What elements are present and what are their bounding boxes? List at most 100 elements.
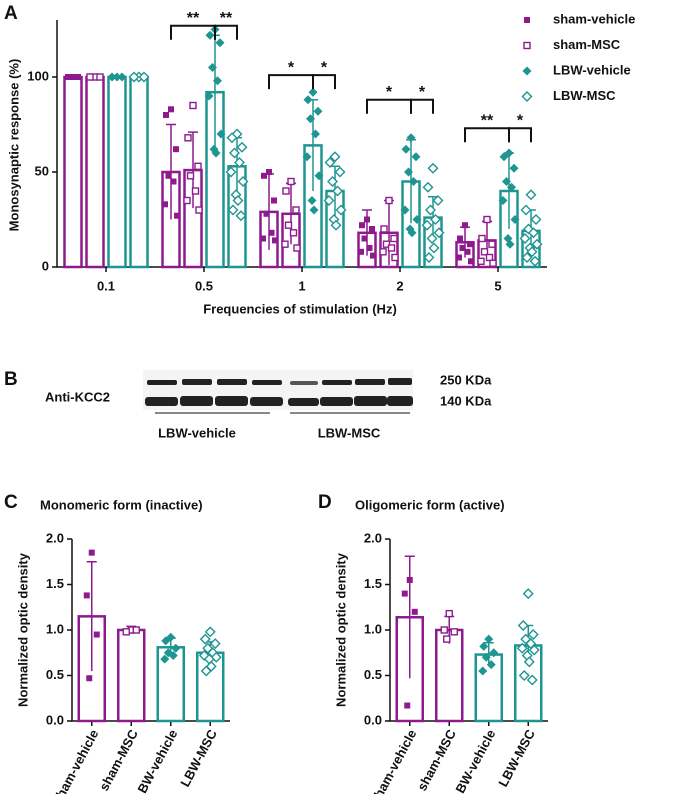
data-point — [516, 642, 528, 654]
data-point — [464, 248, 471, 255]
data-point — [380, 225, 388, 233]
x-axis-title: Frequencies of stimulation (Hz) — [203, 301, 397, 316]
data-point — [303, 95, 313, 105]
significance-label: ** — [187, 10, 200, 27]
data-point — [334, 166, 346, 178]
y-tick-label: 0 — [42, 258, 49, 273]
data-point — [528, 644, 540, 656]
data-point — [70, 74, 76, 80]
data-point — [229, 147, 240, 159]
data-point — [170, 178, 177, 185]
data-point — [391, 253, 399, 262]
data-point — [191, 187, 200, 195]
antibody-label: Anti-KCC2 — [45, 389, 110, 404]
legend-label: sham-MSC — [553, 37, 621, 52]
x-tick-label: sham-MSC — [96, 726, 141, 793]
error-bar — [188, 131, 198, 209]
data-point — [186, 172, 195, 180]
data-point — [309, 205, 319, 215]
y-tick-label: 50 — [35, 163, 49, 178]
y-tick-label: 100 — [27, 68, 49, 83]
bar — [63, 75, 83, 269]
data-point — [509, 163, 519, 173]
data-point — [160, 654, 170, 664]
data-point — [522, 588, 534, 600]
data-point — [387, 244, 396, 252]
data-point — [478, 666, 488, 676]
data-point — [518, 670, 530, 681]
data-point — [216, 129, 226, 139]
legend-label: LBW-MSC — [553, 88, 616, 103]
data-point — [526, 674, 538, 686]
data-point — [379, 248, 387, 256]
data-point — [411, 152, 421, 162]
data-point — [235, 210, 247, 222]
data-point — [520, 204, 532, 216]
data-point — [292, 206, 300, 214]
data-point — [271, 197, 277, 204]
y-tick-label: 2.0 — [46, 530, 64, 545]
data-point — [400, 205, 410, 215]
significance-bracket — [464, 127, 510, 143]
data-point — [266, 169, 272, 175]
data-point — [406, 133, 416, 143]
panel-letter: C — [4, 492, 18, 513]
data-point — [293, 244, 301, 252]
significance-bracket — [268, 74, 314, 90]
data-point — [369, 226, 375, 232]
data-point — [407, 228, 417, 238]
data-point — [204, 91, 214, 101]
bar — [117, 628, 146, 723]
data-point — [332, 185, 343, 197]
blot-image — [143, 370, 413, 414]
panel-letter: B — [4, 369, 18, 390]
data-point — [382, 240, 391, 248]
data-point — [289, 229, 298, 237]
data-point — [263, 210, 270, 217]
data-point — [308, 87, 318, 97]
y-tick-label: 1.0 — [46, 621, 64, 636]
data-point — [237, 176, 249, 187]
data-point — [422, 181, 434, 193]
data-point — [527, 629, 539, 641]
data-point — [364, 216, 370, 223]
data-point — [112, 72, 122, 82]
data-point — [327, 176, 338, 187]
data-point — [209, 638, 221, 650]
data-point — [502, 177, 511, 186]
significance-label: ** — [220, 10, 233, 27]
bar — [435, 628, 464, 723]
data-point — [65, 74, 71, 80]
data-point — [311, 129, 320, 139]
data-point — [282, 187, 290, 195]
data-point — [519, 233, 531, 244]
data-point — [401, 590, 408, 597]
band-label: 140 KDa — [440, 393, 492, 408]
data-point — [526, 246, 538, 258]
data-point — [93, 631, 100, 638]
group-label: LBW-MSC — [318, 425, 381, 440]
data-point — [411, 608, 418, 615]
data-point — [194, 162, 202, 171]
data-point — [268, 229, 275, 236]
y-tick-label: 2.0 — [364, 530, 382, 545]
legend-marker — [522, 66, 532, 76]
data-point — [161, 636, 171, 646]
data-point — [208, 63, 217, 72]
data-point — [313, 106, 323, 116]
data-point — [359, 222, 365, 229]
data-point — [457, 235, 463, 242]
bar — [85, 75, 105, 269]
data-point — [184, 134, 192, 142]
data-point — [440, 626, 448, 634]
data-point — [227, 204, 239, 216]
significance-label: * — [419, 84, 426, 101]
data-point — [199, 633, 211, 645]
data-point — [425, 204, 436, 216]
data-point — [213, 76, 222, 86]
x-tick-label: sham-vehicle — [50, 727, 102, 794]
data-point — [128, 71, 140, 83]
data-point — [528, 227, 539, 239]
error-bar — [166, 123, 176, 220]
